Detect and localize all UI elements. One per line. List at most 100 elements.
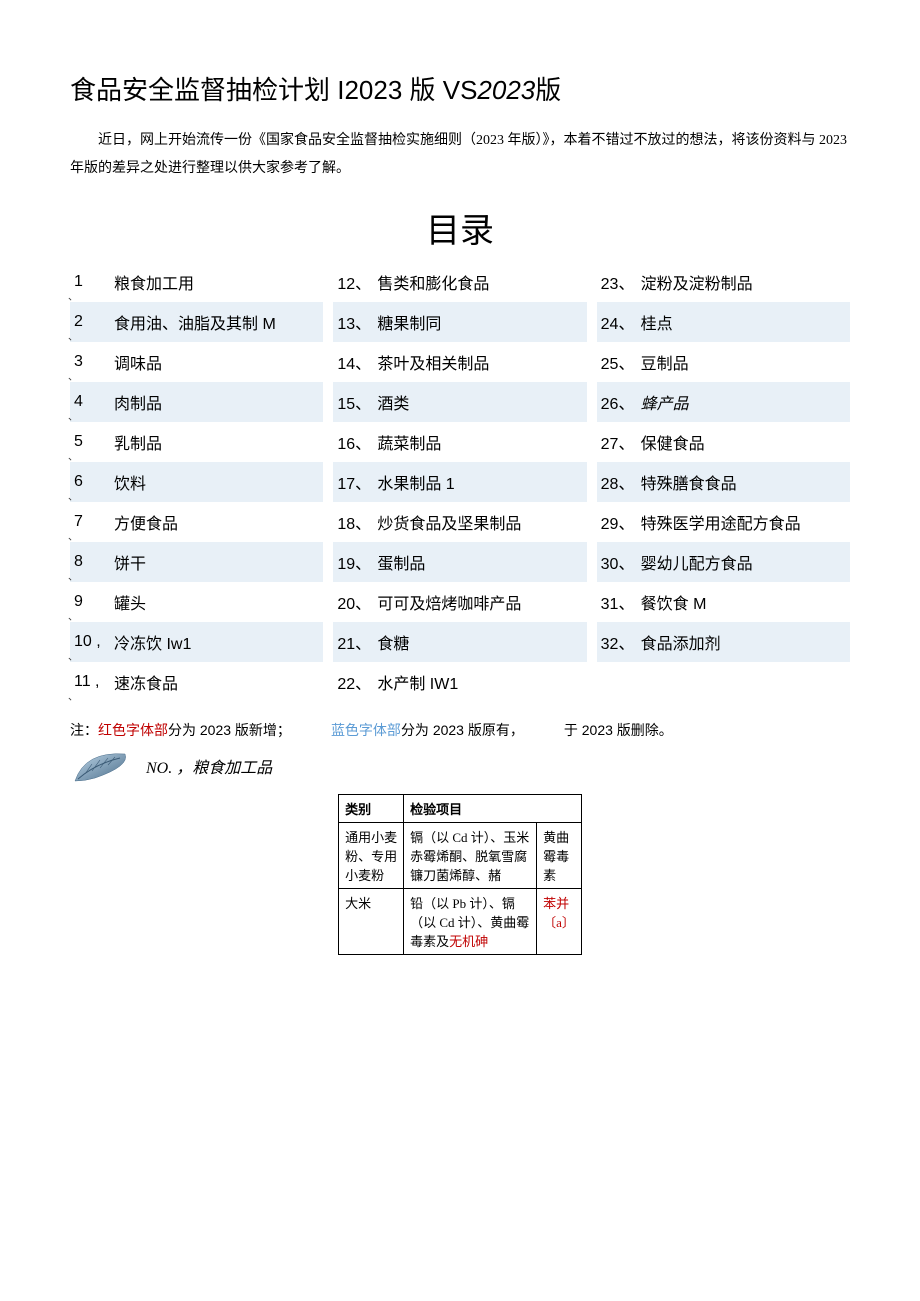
toc-item-label: 水果制品 1 — [377, 470, 454, 494]
toc-item-num: 9、 — [74, 593, 114, 611]
toc-item-num: 22、 — [337, 670, 377, 694]
cell-cat-0: 通用小麦粉、专用小麦粉 — [339, 823, 404, 889]
toc-col-2: 12、售类和膨化食品13、糖果制同14、茶叶及相关制品15、酒类16、蔬菜制品1… — [333, 262, 586, 702]
table-row: 通用小麦粉、专用小麦粉 镉（以 Cd 计）、玉米赤霉烯酮、脱氧雪腐 镰刀菌烯醇、… — [339, 823, 582, 889]
toc-item-label: 罐头 — [114, 590, 146, 614]
toc-item-num: 11 ,、 — [74, 673, 114, 691]
toc-item: 4、肉制品 — [70, 382, 323, 422]
toc-item-num: 21、 — [337, 630, 377, 654]
title-suffix: 版 — [535, 75, 561, 105]
toc-item: 6、饮料 — [70, 462, 323, 502]
table-row: 大米 铅（以 Pb 计）、镉（以 Cd 计）、黄曲霉毒素及无机砷 苯并〔a〕 — [339, 889, 582, 955]
toc-tick: 、 — [68, 608, 78, 623]
toc-col-1: 1、粮食加工用2、食用油、油脂及其制 M3、调味品4、肉制品5、乳制品6、饮料7… — [70, 262, 323, 702]
toc-item-num: 1、 — [74, 273, 114, 291]
toc-item: 12、售类和膨化食品 — [333, 262, 586, 302]
toc-item: 11 ,、速冻食品 — [70, 662, 323, 702]
toc-item-label: 婴幼儿配方食品 — [641, 550, 753, 574]
toc-item: 7、方便食品 — [70, 502, 323, 542]
cell-items-1-red: 无机砷 — [449, 934, 488, 949]
toc-item: 18、炒货食品及坚果制品 — [333, 502, 586, 542]
toc-item-label: 餐饮食 M — [641, 590, 707, 614]
toc-item-num: 14、 — [337, 350, 377, 374]
note-prefix: 注： — [70, 722, 98, 738]
toc-item: 22、水产制 IW1 — [333, 662, 586, 702]
toc-tick: 、 — [68, 488, 78, 503]
toc-item-num: 4、 — [74, 393, 114, 411]
toc-item: 13、糖果制同 — [333, 302, 586, 342]
toc-item-label: 桂点 — [641, 310, 673, 334]
toc-item-label: 食品添加剂 — [641, 630, 721, 654]
toc-item: 26、蜂产品 — [597, 382, 850, 422]
cell-side-1: 苯并〔a〕 — [537, 889, 582, 955]
toc-item-num: 8、 — [74, 553, 114, 571]
toc-item: 8、饼干 — [70, 542, 323, 582]
section-1-header-text: NO. ，粮食加工品 — [146, 754, 272, 778]
toc-tick: 、 — [68, 408, 78, 423]
toc-item: 20、可可及焙烤咖啡产品 — [333, 582, 586, 622]
toc-item-num: 13、 — [337, 310, 377, 334]
toc-item: 3、调味品 — [70, 342, 323, 382]
toc-item: 14、茶叶及相关制品 — [333, 342, 586, 382]
toc-item-num: 20、 — [337, 590, 377, 614]
intro-paragraph: 近日，网上开始流传一份《国家食品安全监督抽检实施细则（2023 年版）》，本着不… — [70, 127, 850, 183]
toc-item-label: 糖果制同 — [377, 310, 441, 334]
toc-item: 2、食用油、油脂及其制 M — [70, 302, 323, 342]
toc-item-num: 27、 — [601, 430, 641, 454]
toc-item-label: 可可及焙烤咖啡产品 — [377, 590, 521, 614]
toc-item-num: 29、 — [601, 510, 641, 534]
toc-item-num: 16、 — [337, 430, 377, 454]
cell-items-0: 镉（以 Cd 计）、玉米赤霉烯酮、脱氧雪腐 镰刀菌烯醇、赭 — [404, 823, 537, 889]
toc-item: 9、罐头 — [70, 582, 323, 622]
toc-item: 19、蛋制品 — [333, 542, 586, 582]
note-after-blue: 分为 2023 版原有， — [401, 722, 524, 738]
toc-item-label: 方便食品 — [114, 510, 178, 534]
toc-item-label: 食糖 — [377, 630, 409, 654]
toc-item-num: 26、 — [601, 390, 641, 414]
toc-item-num: 6、 — [74, 473, 114, 491]
note-red: 红色字体部 — [98, 722, 168, 738]
toc-tick: 、 — [68, 448, 78, 463]
toc-item-label: 蛋制品 — [377, 550, 425, 574]
toc-grid: 1、粮食加工用2、食用油、油脂及其制 M3、调味品4、肉制品5、乳制品6、饮料7… — [70, 262, 850, 702]
legend-note: 注：红色字体部分为 2023 版新增；蓝色字体部分为 2023 版原有，于 20… — [70, 720, 850, 740]
toc-item-num: 18、 — [337, 510, 377, 534]
toc-item-num: 15、 — [337, 390, 377, 414]
toc-item-label: 冷冻饮 Iw1 — [114, 630, 191, 654]
toc-item: 28、特殊膳食食品 — [597, 462, 850, 502]
toc-item: 30、婴幼儿配方食品 — [597, 542, 850, 582]
toc-item-label: 保健食品 — [641, 430, 705, 454]
toc-item: 21、食糖 — [333, 622, 586, 662]
toc-tick: 、 — [68, 688, 78, 703]
toc-item-num: 30、 — [601, 550, 641, 574]
toc-col-3: 23、淀粉及淀粉制品24、桂点25、豆制品26、蜂产品27、保健食品28、特殊膳… — [597, 262, 850, 702]
toc-item-num: 28、 — [601, 470, 641, 494]
toc-item: 17、水果制品 1 — [333, 462, 586, 502]
toc-item: 25、豆制品 — [597, 342, 850, 382]
toc-tick: 、 — [68, 648, 78, 663]
toc-item-label: 特殊膳食食品 — [641, 470, 737, 494]
th-items: 检验项目 — [404, 795, 582, 823]
toc-item-num: 32、 — [601, 630, 641, 654]
toc-item: 27、保健食品 — [597, 422, 850, 462]
toc-item: 29、特殊医学用途配方食品 — [597, 502, 850, 542]
page-title: 食品安全监督抽检计划 I2023 版 VS2023版 — [70, 70, 850, 107]
note-blue: 蓝色字体部 — [331, 722, 401, 738]
toc-item-label: 售类和膨化食品 — [377, 270, 489, 294]
table-header-row: 类别 检验项目 — [339, 795, 582, 823]
cell-cat-1: 大米 — [339, 889, 404, 955]
title-main: 食品安全监督抽检计划 I2023 版 VS — [70, 75, 477, 105]
section-1-header: NO. ，粮食加工品 — [70, 746, 850, 786]
toc-item: 10 ,、冷冻饮 Iw1 — [70, 622, 323, 662]
toc-item-label: 蔬菜制品 — [377, 430, 441, 454]
cell-items-1: 铅（以 Pb 计）、镉（以 Cd 计）、黄曲霉毒素及无机砷 — [404, 889, 537, 955]
toc-item-label: 饮料 — [114, 470, 146, 494]
toc-item-label: 炒货食品及坚果制品 — [377, 510, 521, 534]
toc-item-label: 肉制品 — [114, 390, 162, 414]
toc-item-label: 乳制品 — [114, 430, 162, 454]
toc-item-num: 2、 — [74, 313, 114, 331]
toc-tick: 、 — [68, 288, 78, 303]
toc-item-label: 茶叶及相关制品 — [377, 350, 489, 374]
toc-item-num: 25、 — [601, 350, 641, 374]
toc-item: 23、淀粉及淀粉制品 — [597, 262, 850, 302]
